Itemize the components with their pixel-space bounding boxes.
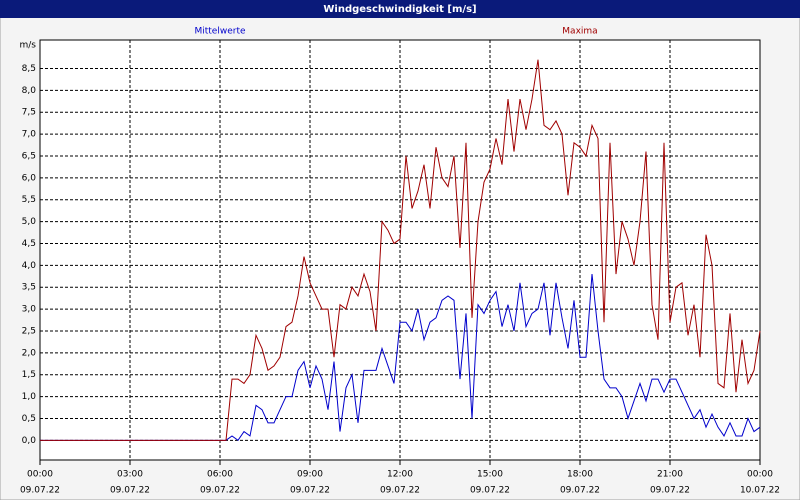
series-line bbox=[40, 274, 761, 442]
y-tick-label: 5,5 bbox=[22, 195, 36, 205]
x-tick-date: 10.07.22 bbox=[740, 486, 780, 496]
y-tick-label: 1,5 bbox=[22, 370, 36, 380]
y-tick-label: 0,5 bbox=[22, 414, 36, 424]
y-tick-label: 4,5 bbox=[22, 239, 36, 249]
y-tick-label: 7,5 bbox=[22, 108, 36, 118]
x-tick-label: 12:00 bbox=[387, 470, 413, 480]
y-tick-label: 0,0 bbox=[22, 436, 37, 446]
y-tick-label: 1,0 bbox=[22, 392, 37, 402]
x-tick-label: 18:00 bbox=[567, 470, 593, 480]
x-tick-date: 09.07.22 bbox=[380, 486, 420, 496]
legend-label: Mittelwerte bbox=[194, 27, 245, 37]
y-tick-label: 8,5 bbox=[22, 64, 36, 74]
x-tick-label: 21:00 bbox=[657, 470, 683, 480]
y-tick-label: 6,0 bbox=[22, 173, 37, 183]
x-tick-label: 09:00 bbox=[297, 470, 323, 480]
y-tick-label: 8,0 bbox=[22, 86, 37, 96]
y-tick-label: 6,5 bbox=[22, 151, 36, 161]
x-tick-date: 09.07.22 bbox=[200, 486, 240, 496]
y-tick-label: 7,0 bbox=[22, 130, 37, 140]
y-tick-label: 4,0 bbox=[22, 261, 37, 271]
y-tick-label: 3,5 bbox=[22, 283, 36, 293]
title-bar bbox=[0, 0, 800, 18]
y-tick-label: 5,0 bbox=[22, 217, 37, 227]
legend-label: Maxima bbox=[562, 27, 597, 37]
x-tick-date: 09.07.22 bbox=[560, 486, 600, 496]
x-tick-date: 09.07.22 bbox=[110, 486, 150, 496]
chart-title: Windgeschwindigkeit [m/s] bbox=[323, 4, 476, 15]
x-tick-date: 09.07.22 bbox=[20, 486, 60, 496]
x-tick-date: 09.07.22 bbox=[650, 486, 690, 496]
x-tick-label: 03:00 bbox=[117, 470, 143, 480]
x-tick-label: 00:00 bbox=[27, 470, 53, 480]
y-tick-label: 2,0 bbox=[22, 348, 37, 358]
x-tick-label: 15:00 bbox=[477, 470, 503, 480]
x-tick-date: 09.07.22 bbox=[290, 486, 330, 496]
y-axis-label: m/s bbox=[20, 41, 37, 51]
x-tick-label: 00:00 bbox=[747, 470, 773, 480]
y-tick-label: 2,5 bbox=[22, 326, 36, 336]
x-tick-label: 06:00 bbox=[207, 470, 233, 480]
series-line bbox=[40, 59, 761, 441]
x-tick-date: 09.07.22 bbox=[470, 486, 510, 496]
y-tick-label: 3,0 bbox=[22, 305, 37, 315]
